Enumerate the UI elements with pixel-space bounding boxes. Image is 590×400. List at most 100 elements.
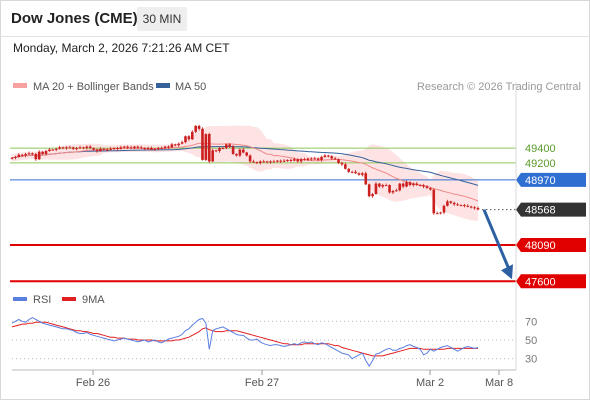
candle-body — [432, 189, 436, 214]
candle-body — [282, 160, 286, 162]
x-tick-label-2: Mar 2 — [416, 377, 444, 389]
candle-body — [248, 155, 252, 162]
ma50-legend-label: MA 50 — [175, 81, 206, 93]
candle-body — [350, 171, 354, 173]
candle-body — [405, 182, 408, 187]
candle-body — [241, 149, 245, 153]
candle-body — [95, 149, 99, 152]
candle-body — [422, 185, 425, 187]
candle-body — [20, 154, 24, 156]
candle-body — [415, 183, 419, 186]
candle-body — [112, 148, 116, 150]
level-tag-48970 — [516, 172, 586, 187]
candle-body — [364, 173, 368, 185]
candle-body — [473, 207, 476, 209]
candle-body — [190, 131, 194, 140]
candle-body — [116, 148, 119, 150]
candle-body — [388, 185, 391, 193]
candle-body — [442, 205, 446, 213]
candle-body — [235, 154, 238, 156]
timeframe-badge[interactable]: 30 MIN — [137, 7, 187, 31]
candle-body — [136, 146, 140, 148]
candle-body — [51, 149, 55, 151]
candle-body — [466, 205, 470, 207]
candle-body — [238, 149, 242, 156]
candle-body — [75, 148, 78, 150]
candle-body — [27, 153, 31, 155]
candle-body — [143, 148, 146, 150]
rsi-legend-label: RSI — [33, 294, 51, 306]
candle-body — [58, 147, 61, 149]
rsi-tick-70: 70 — [525, 316, 537, 328]
candle-body — [272, 161, 276, 163]
candle-body — [401, 183, 405, 187]
rsi-tick-50: 50 — [525, 335, 537, 347]
level-labels: 49400 49200 48970 48568 48090 47600 — [516, 143, 586, 289]
level-tag-48568 — [516, 202, 586, 217]
candle-body — [48, 149, 51, 152]
level-label-48970: 48970 — [525, 175, 556, 187]
candle-body — [218, 148, 221, 152]
candle-body — [310, 158, 313, 160]
rsi-tick-30: 30 — [525, 354, 537, 366]
ma50-line — [11, 145, 479, 186]
rsi-line — [11, 317, 479, 368]
candle-body — [88, 146, 92, 149]
candle-body — [173, 144, 177, 146]
candle-body — [252, 161, 255, 163]
candles — [10, 124, 480, 215]
candle-body — [24, 154, 27, 156]
candle-body — [10, 157, 14, 159]
candle-body — [323, 155, 327, 157]
candle-body — [384, 185, 388, 187]
candle-body — [34, 154, 38, 160]
ma20-legend-label: MA 20 + Bollinger Bands — [33, 81, 154, 93]
candle-body — [425, 186, 429, 189]
candle-body — [99, 148, 102, 152]
candle-body — [197, 125, 201, 129]
candle-body — [163, 146, 167, 149]
candle-body — [31, 153, 34, 155]
candle-body — [391, 191, 395, 193]
bollinger-bands — [12, 125, 478, 222]
x-axis: Feb 26 Feb 27 Mar 2 Mar 8 — [12, 82, 517, 389]
rsi-ma-legend-label: 9MA — [82, 294, 105, 306]
candle-body — [262, 161, 266, 163]
rsi-panel: 70 50 30 — [11, 316, 537, 368]
rsi-ma-legend-swatch — [62, 297, 76, 301]
candle-body — [293, 159, 296, 161]
candle-body — [459, 205, 463, 207]
candle-body — [167, 146, 170, 148]
candle-body — [327, 155, 330, 157]
candle-body — [177, 143, 180, 146]
candle-body — [170, 144, 174, 148]
candle-body — [299, 159, 303, 162]
copyright-text: Research © 2026 Trading Central — [417, 81, 581, 93]
candle-body — [207, 134, 211, 162]
candle-body — [313, 158, 317, 160]
ma50-legend-swatch — [156, 83, 170, 88]
rsi-legend-swatch — [13, 297, 27, 301]
candle-body — [367, 184, 371, 197]
ma20-line — [11, 142, 479, 202]
moving-averages — [11, 142, 479, 202]
candle-body — [231, 146, 235, 155]
candle-body — [129, 147, 133, 149]
candle-body — [476, 208, 480, 210]
candle-body — [150, 148, 153, 150]
candle-body — [133, 146, 136, 149]
candle-body — [265, 161, 269, 163]
x-tick-label-0: Feb 26 — [76, 377, 110, 389]
candle-body — [92, 148, 95, 150]
candle-body — [446, 201, 449, 206]
header-bar: Dow Jones (CME) 30 MIN — [0, 0, 590, 37]
candle-body — [259, 161, 262, 163]
candle-body — [463, 205, 466, 207]
candle-body — [44, 151, 48, 155]
candle-body — [469, 206, 473, 208]
rsi-ma-line — [11, 321, 478, 357]
candle-body — [37, 151, 41, 160]
candle-body — [14, 156, 17, 158]
candle-body — [245, 152, 249, 156]
